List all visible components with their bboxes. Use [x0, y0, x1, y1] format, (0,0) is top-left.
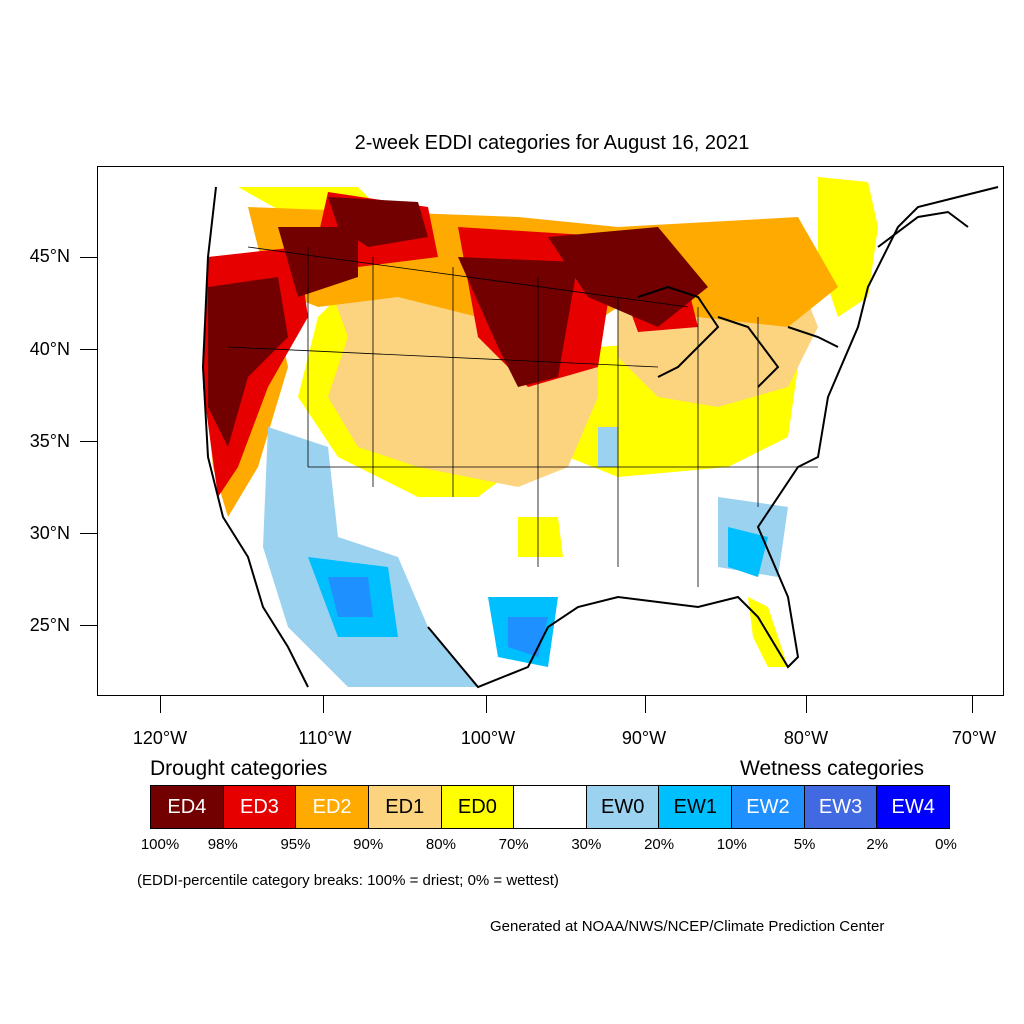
- percent-break-label: 10%: [716, 836, 747, 853]
- lon-label-120w: 120°W: [132, 728, 188, 748]
- lon-label-110w: 110°W: [298, 728, 352, 748]
- legend-swatch-ew2: EW2: [732, 786, 805, 828]
- legend-color-bar: ED4 ED3 ED2 ED1 ED0 EW0 EW1 EW2 EW3 EW4: [150, 785, 950, 829]
- percent-break-label: 2%: [866, 836, 889, 853]
- lat-label-25n: 25°N: [29, 615, 70, 635]
- ew0-region-midwest: [598, 427, 618, 467]
- lat-tick: [80, 349, 97, 350]
- percent-break-label: 95%: [280, 836, 311, 853]
- lat-tick: [80, 625, 97, 626]
- percent-break-label: 90%: [353, 836, 384, 853]
- coastlines: [201, 186, 999, 689]
- legend-swatch-ed3: ED3: [223, 786, 297, 828]
- legend-swatch-ew4: EW4: [877, 786, 950, 828]
- ed4-region-minnesota: [548, 227, 708, 327]
- percent-break-label: 100%: [140, 836, 180, 853]
- lat-label-40n: 40°N: [29, 339, 70, 359]
- lat-label-45n: 45°N: [29, 246, 70, 266]
- lat-tick: [80, 257, 97, 258]
- legend-swatch-ew3: EW3: [804, 786, 878, 828]
- map-title: 2-week EDDI categories for August 16, 20…: [354, 132, 750, 154]
- percent-break-label: 80%: [425, 836, 456, 853]
- percent-break-label: 0%: [935, 836, 957, 853]
- ed4-region-idaho: [278, 227, 358, 297]
- ew2-region-mexico: [328, 577, 373, 617]
- lon-tick: [323, 696, 324, 713]
- lon-tick: [972, 696, 973, 713]
- ew1-region-georgia: [728, 527, 768, 577]
- lon-tick: [806, 696, 807, 713]
- lon-tick: [160, 696, 161, 713]
- ew0-region-southwest: [263, 427, 478, 687]
- state-borders: [227, 246, 818, 587]
- lon-label-90w: 90°W: [621, 728, 667, 748]
- ed0-region-texas: [518, 517, 563, 557]
- legend-swatch-ed4: ED4: [151, 786, 224, 828]
- percent-break-label: 98%: [207, 836, 238, 853]
- lon-tick: [645, 696, 646, 713]
- legend-swatch-ew1: EW1: [659, 786, 733, 828]
- ed4-region-pacific: [208, 277, 288, 447]
- credit-line: Generated at NOAA/NWS/NCEP/Climate Predi…: [490, 918, 885, 935]
- lat-tick: [80, 441, 97, 442]
- legend-swatch-ed2: ED2: [296, 786, 369, 828]
- percent-break-label: 70%: [498, 836, 529, 853]
- lat-tick: [80, 533, 97, 534]
- eddi-map: [198, 177, 999, 689]
- drought-categories-heading: Drought categories: [150, 757, 328, 780]
- lon-label-80w: 80°W: [783, 728, 829, 748]
- lat-label-30n: 30°N: [29, 523, 70, 543]
- legend-swatch-neutral: [514, 786, 587, 828]
- percent-break-label: 5%: [793, 836, 816, 853]
- wetness-categories-heading: Wetness categories: [740, 757, 925, 780]
- lat-label-35n: 35°N: [29, 431, 70, 451]
- legend-swatch-ed1: ED1: [368, 786, 442, 828]
- percent-break-label: 20%: [644, 836, 675, 853]
- lon-label-100w: 100°W: [460, 728, 516, 748]
- lon-label-70w: 70°W: [951, 728, 997, 748]
- legend-swatch-ed0: ED0: [441, 786, 515, 828]
- footnote: (EDDI-percentile category breaks: 100% =…: [137, 872, 559, 889]
- lon-tick: [486, 696, 487, 713]
- map-frame: [97, 166, 1004, 696]
- legend-swatch-ew0: EW0: [586, 786, 660, 828]
- ed4-region-dakotas: [458, 257, 578, 387]
- percent-break-label: 30%: [571, 836, 602, 853]
